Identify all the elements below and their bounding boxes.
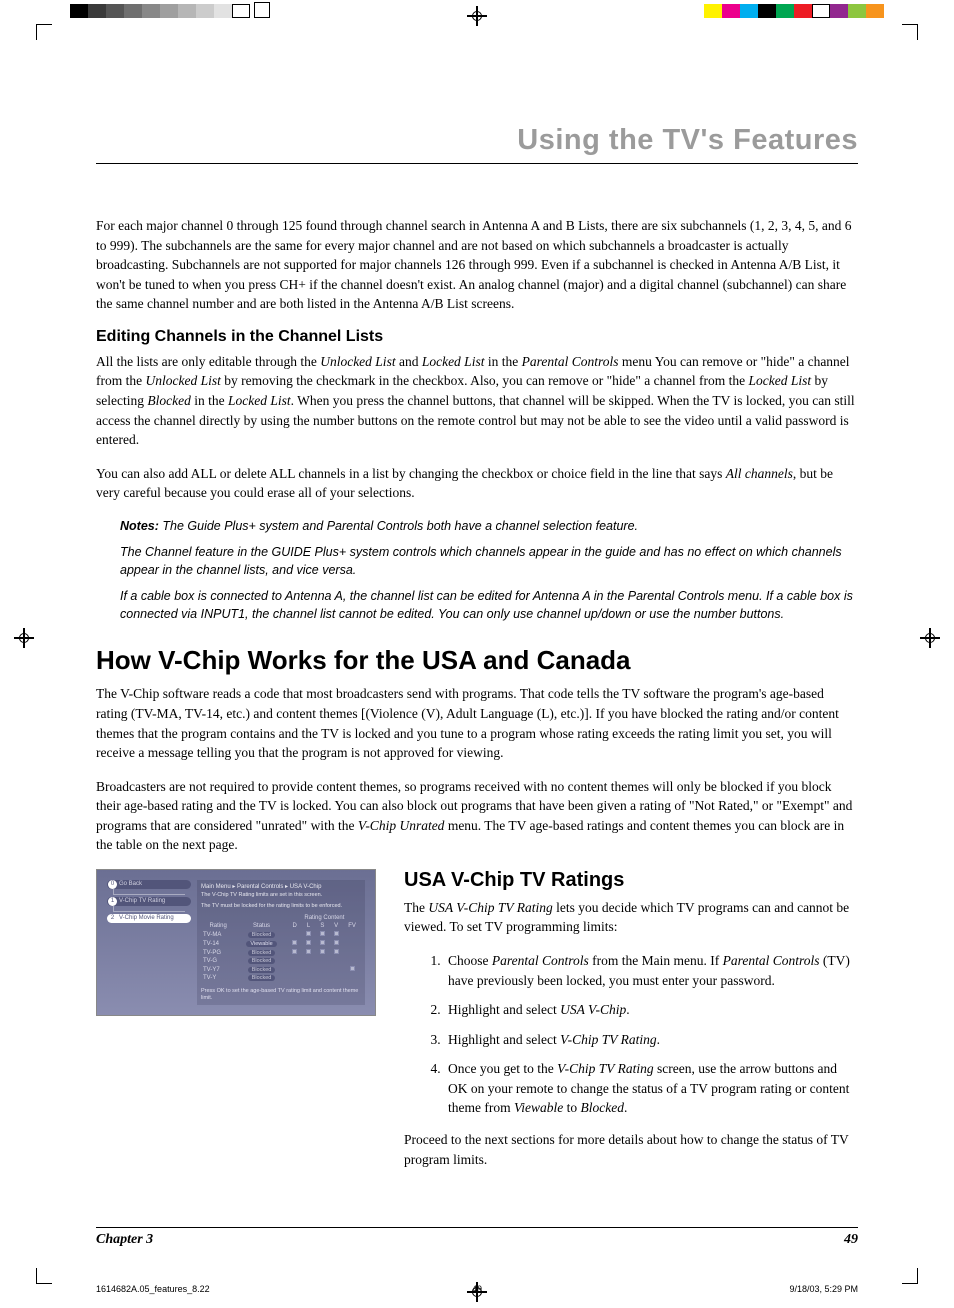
text: The Guide Plus+ system and Parental Cont… <box>159 519 638 533</box>
text-emphasis: Unlocked List <box>320 354 395 369</box>
text-emphasis: Parental Controls <box>522 354 619 369</box>
note: If a cable box is connected to Antenna A… <box>120 587 858 623</box>
text-emphasis: Locked List <box>228 393 291 408</box>
text: . <box>626 1002 629 1017</box>
text: . <box>624 1100 627 1115</box>
crop-mark <box>902 1268 918 1284</box>
text: Highlight and select <box>448 1032 560 1047</box>
menu-content: Main Menu ▸ Parental Controls ▸ USA V-Ch… <box>197 880 365 1006</box>
body-paragraph: You can also add ALL or delete ALL chann… <box>96 464 858 503</box>
menu-note: The V-Chip TV Rating limits are set in t… <box>201 892 361 899</box>
rating-table: Rating ContentRatingStatusDLSVFVTV-MABlo… <box>201 914 361 982</box>
text: The <box>404 900 428 915</box>
tv-menu-screenshot: 0Go Back 1V-Chip TV Rating 2V-Chip Movie R… <box>96 869 376 1017</box>
text-emphasis: Viewable <box>514 1100 563 1115</box>
registration-target-icon <box>469 8 485 24</box>
text-emphasis: Blocked <box>147 393 190 408</box>
body-paragraph: The V-Chip software reads a code that mo… <box>96 684 858 762</box>
page-footer: Chapter 3 49 <box>96 1227 858 1248</box>
step: Once you get to the V-Chip TV Rating scr… <box>444 1059 858 1118</box>
text: All the lists are only editable through … <box>96 354 320 369</box>
text: . <box>657 1032 660 1047</box>
text-emphasis: All channels <box>726 466 793 481</box>
steps-list: Choose Parental Controls from the Main m… <box>444 951 858 1118</box>
text-emphasis: Locked List <box>748 373 811 388</box>
registration-target-icon <box>469 1284 485 1300</box>
menu-sidebar: 0Go Back 1V-Chip TV Rating 2V-Chip Movie R… <box>107 880 191 1006</box>
text-emphasis: V-Chip TV Rating <box>560 1032 657 1047</box>
text-emphasis: Blocked <box>580 1100 623 1115</box>
note: Notes: The Guide Plus+ system and Parent… <box>120 517 858 535</box>
text-emphasis: Unlocked List <box>146 373 221 388</box>
section-heading: Editing Channels in the Channel Lists <box>96 328 858 346</box>
text: in the <box>191 393 228 408</box>
body-paragraph: Broadcasters are not required to provide… <box>96 777 858 855</box>
step: Choose Parental Controls from the Main m… <box>444 951 858 990</box>
text-emphasis: USA V-Chip TV Rating <box>428 900 552 915</box>
page-number: 49 <box>844 1232 858 1248</box>
text-emphasis: V-Chip Unrated <box>358 818 445 833</box>
text: and <box>396 354 422 369</box>
body-paragraph: All the lists are only editable through … <box>96 352 858 450</box>
note: The Channel feature in the GUIDE Plus+ s… <box>120 543 858 579</box>
text-emphasis: Parental Controls <box>492 953 589 968</box>
text: You can also add ALL or delete ALL chann… <box>96 466 726 481</box>
text: to <box>563 1100 580 1115</box>
text-emphasis: USA V-Chip <box>560 1002 626 1017</box>
menu-footer: Press OK to set the age-based TV rating … <box>201 988 361 1002</box>
menu-item: 2V-Chip Movie Rating <box>107 914 191 923</box>
text-emphasis: Locked List <box>422 354 485 369</box>
text: by removing the checkmark in the checkbo… <box>221 373 749 388</box>
body-paragraph: The USA V-Chip TV Rating lets you decide… <box>404 898 858 937</box>
slug-filename: 1614682A.05_features_8.22 <box>96 1284 210 1294</box>
menu-item: 0Go Back <box>107 880 191 889</box>
text: in the <box>484 354 521 369</box>
slug-date: 9/18/03, 5:29 PM <box>789 1284 858 1294</box>
body-paragraph: For each major channel 0 through 125 fou… <box>96 216 858 314</box>
chapter-title: Using the TV's Features <box>96 124 858 164</box>
step: Highlight and select V-Chip TV Rating. <box>444 1030 858 1050</box>
menu-item: 1V-Chip TV Rating <box>107 897 191 906</box>
color-bar <box>704 4 884 18</box>
step: Highlight and select USA V-Chip. <box>444 1000 858 1020</box>
text: Choose <box>448 953 492 968</box>
text: Once you get to the <box>448 1061 557 1076</box>
body-paragraph: Proceed to the next sections for more de… <box>404 1130 858 1169</box>
text: from the Main menu. If <box>589 953 723 968</box>
crop-mark <box>36 1268 52 1284</box>
main-heading: How V-Chip Works for the USA and Canada <box>96 645 858 676</box>
menu-note: The TV must be locked for the rating lim… <box>201 903 361 910</box>
grayscale-bar <box>70 4 250 18</box>
text-emphasis: V-Chip TV Rating <box>557 1061 654 1076</box>
registration-box <box>254 2 270 18</box>
text: Highlight and select <box>448 1002 560 1017</box>
chapter-label: Chapter 3 <box>96 1232 153 1248</box>
subsection-heading: USA V-Chip TV Ratings <box>404 869 858 892</box>
text-emphasis: Parental Controls <box>723 953 820 968</box>
notes-label: Notes: <box>120 519 159 533</box>
breadcrumb: Main Menu ▸ Parental Controls ▸ USA V-Ch… <box>201 883 361 890</box>
